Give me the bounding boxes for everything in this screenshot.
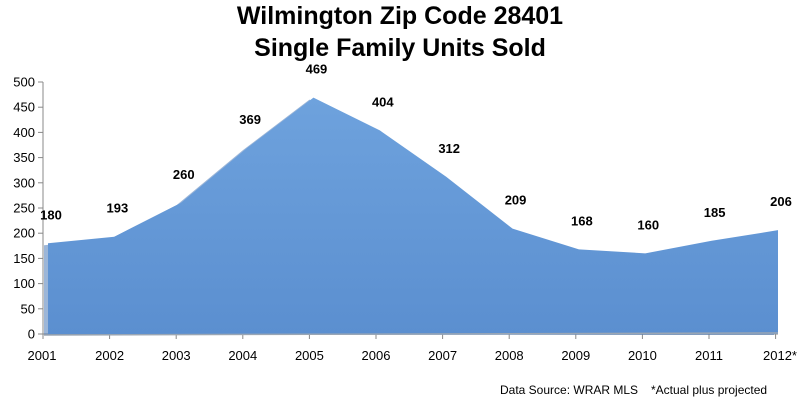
x-axis: 2001 2002 2003 2004 2005 2006 2007 2008 2009 2010…	[28, 333, 797, 363]
data-label: 404	[372, 94, 394, 109]
y-tick-label: 500	[13, 75, 35, 90]
area-fill	[48, 97, 778, 335]
chart-title-line-1: Wilmington Zip Code 28401	[237, 2, 563, 30]
y-tick-label: 300	[13, 175, 35, 190]
projection-note: *Actual plus projected	[651, 383, 767, 397]
data-label: 209	[505, 193, 527, 208]
data-label: 260	[173, 167, 195, 182]
data-label: 206	[770, 194, 792, 209]
data-label: 185	[704, 205, 726, 220]
y-tick-label: 0	[28, 327, 35, 342]
x-tick-label: 2009	[561, 348, 590, 363]
data-label: 469	[306, 62, 328, 77]
y-tick-label: 400	[13, 125, 35, 140]
y-tick-label: 50	[21, 301, 35, 316]
data-label: 160	[637, 217, 659, 232]
x-tick-label: 2012*	[763, 348, 797, 363]
x-tick-label: 2004	[228, 348, 257, 363]
x-tick-label: 2002	[95, 348, 124, 363]
y-tick-label: 450	[13, 100, 35, 115]
x-tick-label: 2007	[428, 348, 457, 363]
y-axis: 0 50 100 150 200 250 300 350 400 450 500	[13, 75, 44, 342]
data-label: 168	[571, 213, 593, 228]
data-label: 180	[40, 207, 62, 222]
area-floor	[43, 332, 779, 336]
x-tick-label: 2005	[295, 348, 324, 363]
y-tick-label: 250	[13, 201, 35, 216]
y-tick-label: 150	[13, 251, 35, 266]
y-tick-label: 100	[13, 276, 35, 291]
data-label: 369	[239, 112, 261, 127]
x-tick-label: 2011	[695, 348, 723, 363]
y-tick-label: 350	[13, 150, 35, 165]
x-tick-label: 2008	[495, 348, 524, 363]
x-tick-label: 2003	[162, 348, 191, 363]
y-tick-label: 200	[13, 226, 35, 241]
x-tick-label: 2010	[628, 348, 657, 363]
x-tick-label: 2001	[28, 348, 57, 363]
chart-title-line-2: Single Family Units Sold	[254, 34, 546, 62]
data-label: 312	[438, 141, 460, 156]
area-series	[43, 97, 779, 336]
data-label: 193	[107, 201, 129, 216]
data-source-note: Data Source: WRAR MLS	[500, 383, 638, 397]
data-labels: 180 193 260 369 469 404 312 209 168 160 185 206	[40, 62, 792, 233]
x-tick-label: 2006	[362, 348, 391, 363]
